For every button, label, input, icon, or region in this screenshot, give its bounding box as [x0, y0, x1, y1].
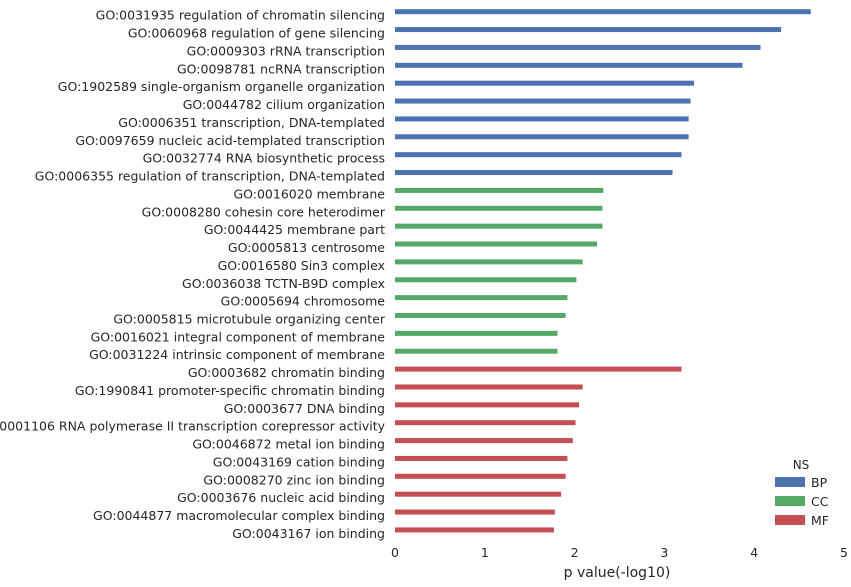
bar-bp — [395, 27, 782, 33]
term-label: GO:0043169 cation binding — [213, 454, 385, 469]
term-label: GO:0006351 transcription, DNA-templated — [118, 115, 385, 130]
bar-cc — [395, 205, 603, 211]
term-label: GO:0008270 zinc ion binding — [203, 472, 385, 487]
term-label: GO:0006355 regulation of transcription, … — [35, 169, 385, 184]
x-tick-label: 4 — [750, 545, 758, 560]
term-label: GO:0016580 Sin3 complex — [218, 258, 385, 273]
bar-mf — [395, 527, 554, 533]
term-label: GO:0009303 rRNA transcription — [187, 43, 385, 58]
term-label: GO:0046872 metal ion binding — [192, 437, 385, 452]
bar-bp — [395, 62, 743, 68]
bar-cc — [395, 348, 558, 354]
term-label: GO:0036038 TCTN-B9D complex — [182, 276, 385, 291]
term-label: GO:1902589 single-organism organelle org… — [58, 79, 385, 94]
term-label: GO:0031935 regulation of chromatin silen… — [96, 8, 385, 23]
bar-cc — [395, 330, 558, 336]
bar-bp — [395, 44, 761, 50]
term-label: GO:0044877 macromolecular complex bindin… — [93, 508, 385, 523]
x-ticks-group: 0 1 2 3 4 5 — [391, 545, 848, 560]
legend-swatch-mf — [775, 515, 805, 525]
term-label: GO:0032774 RNA biosynthetic process — [143, 151, 385, 166]
bar-bp — [395, 9, 811, 15]
bar-cc — [395, 187, 604, 193]
term-label: GO:0003676 nucleic acid binding — [177, 490, 385, 505]
term-label: GO:0044782 cilium organization — [183, 97, 385, 112]
legend-swatch-cc — [775, 496, 805, 506]
legend-label-cc: CC — [811, 494, 829, 509]
term-label: GO:0044425 membrane part — [204, 222, 385, 237]
bar-mf — [395, 384, 583, 390]
term-labels-group: GO:0031935 regulation of chromatin silen… — [0, 8, 386, 541]
x-tick-label: 2 — [571, 545, 579, 560]
bar-bp — [395, 134, 689, 140]
legend-swatch-bp — [775, 477, 805, 487]
term-label: GO:0005694 chromosome — [221, 294, 386, 309]
bar-mf — [395, 366, 682, 372]
bar-mf — [395, 402, 580, 408]
bar-cc — [395, 312, 566, 318]
bar-bp — [395, 170, 673, 176]
bar-cc — [395, 295, 568, 301]
term-label: GO:0031224 intrinsic component of membra… — [89, 347, 385, 362]
x-tick-label: 1 — [481, 545, 489, 560]
bar-mf — [395, 509, 555, 515]
bar-bp — [395, 152, 682, 158]
bar-mf — [395, 420, 576, 426]
x-tick-label: 5 — [840, 545, 848, 560]
legend: NS BP CC MF — [775, 458, 829, 528]
term-label: GO:0043167 ion binding — [232, 526, 385, 541]
legend-label-bp: BP — [811, 475, 828, 490]
x-tick-label: 0 — [391, 545, 399, 560]
bars-group — [395, 9, 811, 533]
term-label: GO:0003677 DNA binding — [224, 401, 385, 416]
term-label: GO:0060968 regulation of gene silencing — [128, 26, 385, 41]
x-axis-label: p value(-log10) — [564, 565, 671, 581]
legend-label-mf: MF — [811, 513, 829, 528]
bar-mf — [395, 473, 566, 479]
legend-title: NS — [793, 458, 810, 472]
bar-cc — [395, 223, 603, 229]
term-label: GO:0097659 nucleic acid-templated transc… — [75, 133, 385, 148]
bar-cc — [395, 277, 577, 283]
bar-mf — [395, 455, 568, 461]
term-label: GO:0016020 membrane — [233, 186, 385, 201]
term-label: GO:0003682 chromatin binding — [188, 365, 385, 380]
term-label: GO:0098781 ncRNA transcription — [177, 61, 385, 76]
term-label: GO:0005813 centrosome — [228, 240, 385, 255]
term-label: GO:0005815 microtubule organizing center — [113, 311, 386, 326]
bar-mf — [395, 491, 562, 497]
term-label: GO:0001106 RNA polymerase II transcripti… — [0, 419, 386, 434]
term-label: GO:1990841 promoter-specific chromatin b… — [75, 383, 385, 398]
term-label: GO:0008280 cohesin core heterodimer — [142, 204, 386, 219]
bar-cc — [395, 241, 598, 247]
x-tick-label: 3 — [660, 545, 668, 560]
bar-bp — [395, 80, 695, 86]
term-label: GO:0016021 integral component of membran… — [91, 329, 386, 344]
bar-bp — [395, 98, 691, 104]
bar-mf — [395, 438, 573, 444]
bar-cc — [395, 259, 583, 265]
bar-bp — [395, 116, 689, 122]
